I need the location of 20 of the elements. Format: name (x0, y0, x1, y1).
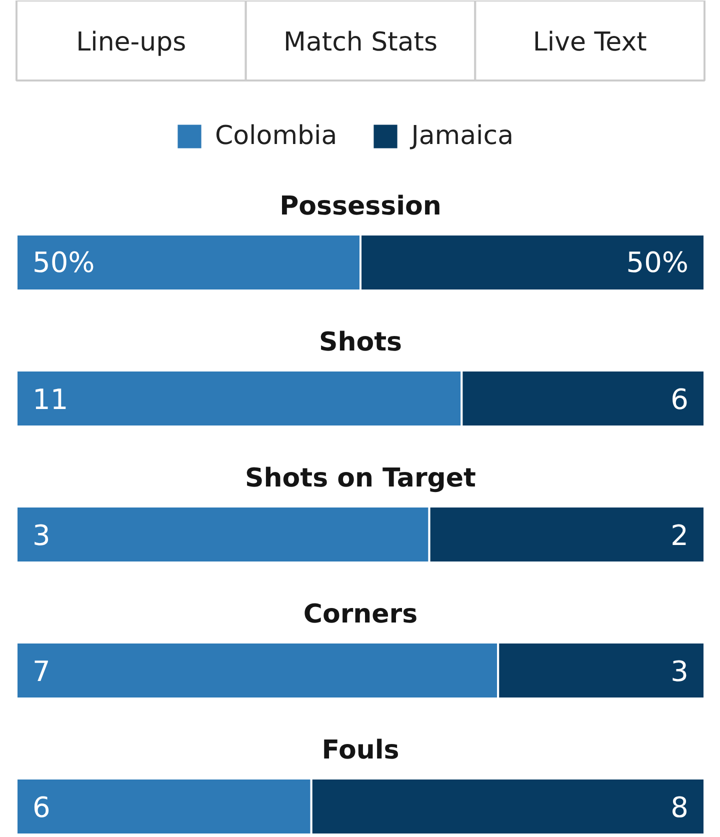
data-label: 11 (32, 383, 68, 416)
text: Match Stats (284, 28, 438, 58)
chart-title: Shots (319, 328, 402, 358)
data-label: 8 (670, 791, 689, 824)
chart-title: Shots on Target (245, 464, 476, 494)
data-label: 50% (32, 246, 95, 279)
chart-title: Corners (303, 600, 418, 630)
legend-label: Jamaica (411, 121, 514, 151)
data-label: 6 (32, 791, 50, 824)
data-label: 7 (32, 655, 50, 688)
data-label: 6 (670, 383, 689, 416)
data-label: 50% (626, 246, 688, 279)
data-label: 2 (670, 519, 689, 552)
text: Line-ups (76, 28, 186, 58)
chart-title: Possession (280, 192, 442, 222)
legend-label: Colombia (215, 121, 338, 151)
text: Live Text (532, 28, 647, 58)
data-label: 3 (670, 655, 689, 688)
chart-title: Fouls (322, 736, 400, 766)
data-label: 3 (32, 519, 50, 552)
